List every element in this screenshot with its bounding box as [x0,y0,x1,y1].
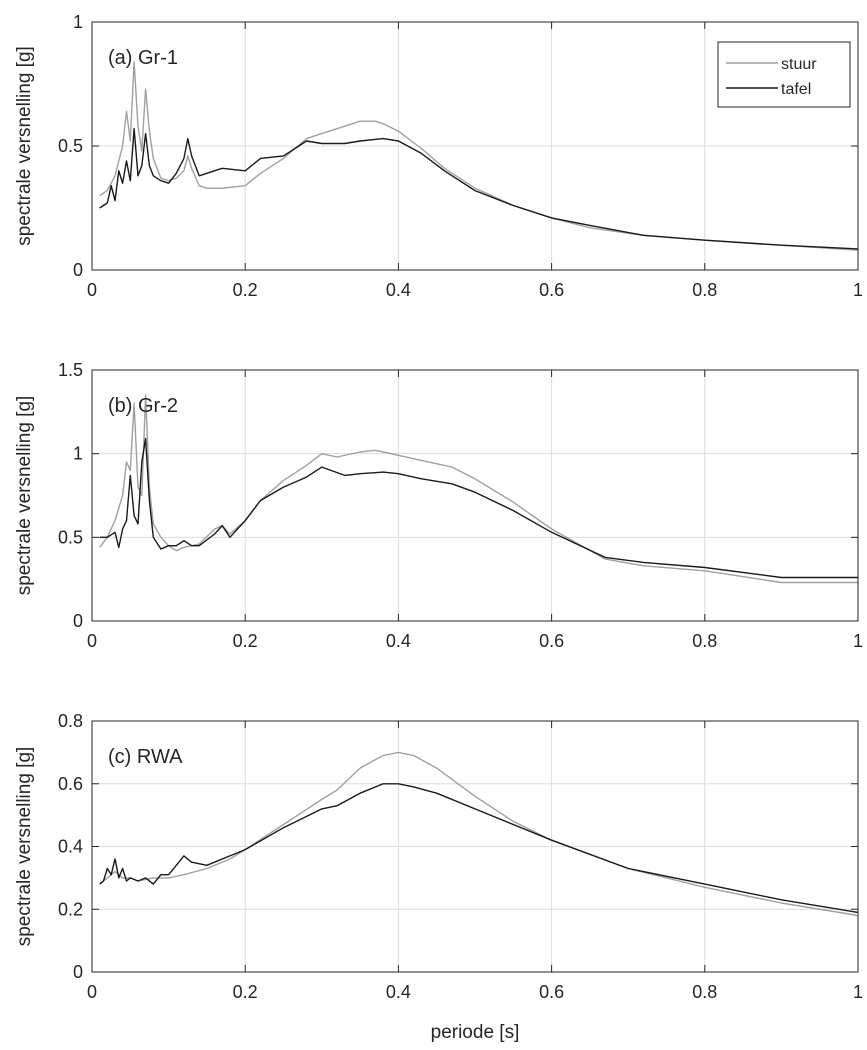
x-tick-label: 0.2 [233,982,258,1002]
panels-layer: 0 0.2 0.4 0.6 0.8 1 0 0.5 1 spectrale versnelling… [14,12,863,1002]
x-tick-label: 0.2 [233,280,258,300]
y-tick-label: 0.6 [58,774,83,794]
y-tick-label: 1 [73,444,83,464]
x-tick-label: 1 [853,280,863,300]
y-tick-label: 0.5 [58,136,83,156]
x-tick-label: 0.8 [692,982,717,1002]
y-axis-label: spectrale versnelling [g] [14,46,35,246]
x-tick-label: 0 [87,631,97,651]
chart-panel-3: 0 0.2 0.4 0.6 0.8 1 0 0.2 0.4 0.6 0.8 spectrale ver… [14,711,863,1002]
series-line-tafel [99,127,859,250]
x-tick-label: 0 [87,280,97,300]
x-tick-label: 1 [853,982,863,1002]
series-line-stuur [99,61,859,251]
chart-panel-1: 0 0.2 0.4 0.6 0.8 1 0 0.5 1 spectrale versnelling… [14,12,863,300]
panel-annotation: (b) Gr-2 [108,395,178,417]
series-line-stuur [99,394,858,584]
x-tick-label: 0.4 [386,631,411,651]
legend-box [717,41,851,108]
y-tick-label: 0 [73,611,83,631]
y-tick-label: 0.4 [58,837,83,857]
series-line-tafel [99,783,859,914]
series-line-tafel [99,437,858,579]
chart-panel-2: 0 0.2 0.4 0.6 0.8 1 0 0.5 1 1.5 spectrale versnell… [14,360,863,651]
y-tick-label: 0 [73,962,83,982]
y-tick-label: 0.2 [58,899,83,919]
x-tick-label: 0.4 [386,982,411,1002]
x-tick-label: 0.6 [539,631,564,651]
x-tick-label: 0.8 [692,280,717,300]
legend-label-tafel: tafel [781,81,811,98]
y-tick-label: 0 [73,260,83,280]
x-tick-label: 1 [853,631,863,651]
panel-annotation: (c) RWA [108,746,183,768]
legend-label-stuur: stuur [781,56,817,73]
y-tick-label: 0.5 [58,527,83,547]
x-tick-label: 0 [87,982,97,1002]
x-tick-label: 0.6 [539,280,564,300]
x-tick-label: 0.2 [233,631,258,651]
series-line-stuur [99,751,859,917]
x-tick-label: 0.4 [386,280,411,300]
y-tick-label: 1 [73,12,83,32]
x-tick-label: 0.6 [539,982,564,1002]
x-axis-title: periode [s] [431,1022,520,1043]
y-axis-label: spectrale versnelling [g] [14,747,35,947]
y-tick-label: 0.8 [58,711,83,731]
y-tick-label: 1.5 [58,360,83,380]
y-axis-label: spectrale versnelling [g] [14,396,35,596]
panel-annotation: (a) Gr-1 [108,47,178,69]
x-tick-label: 0.8 [692,631,717,651]
axes-box [91,369,859,622]
